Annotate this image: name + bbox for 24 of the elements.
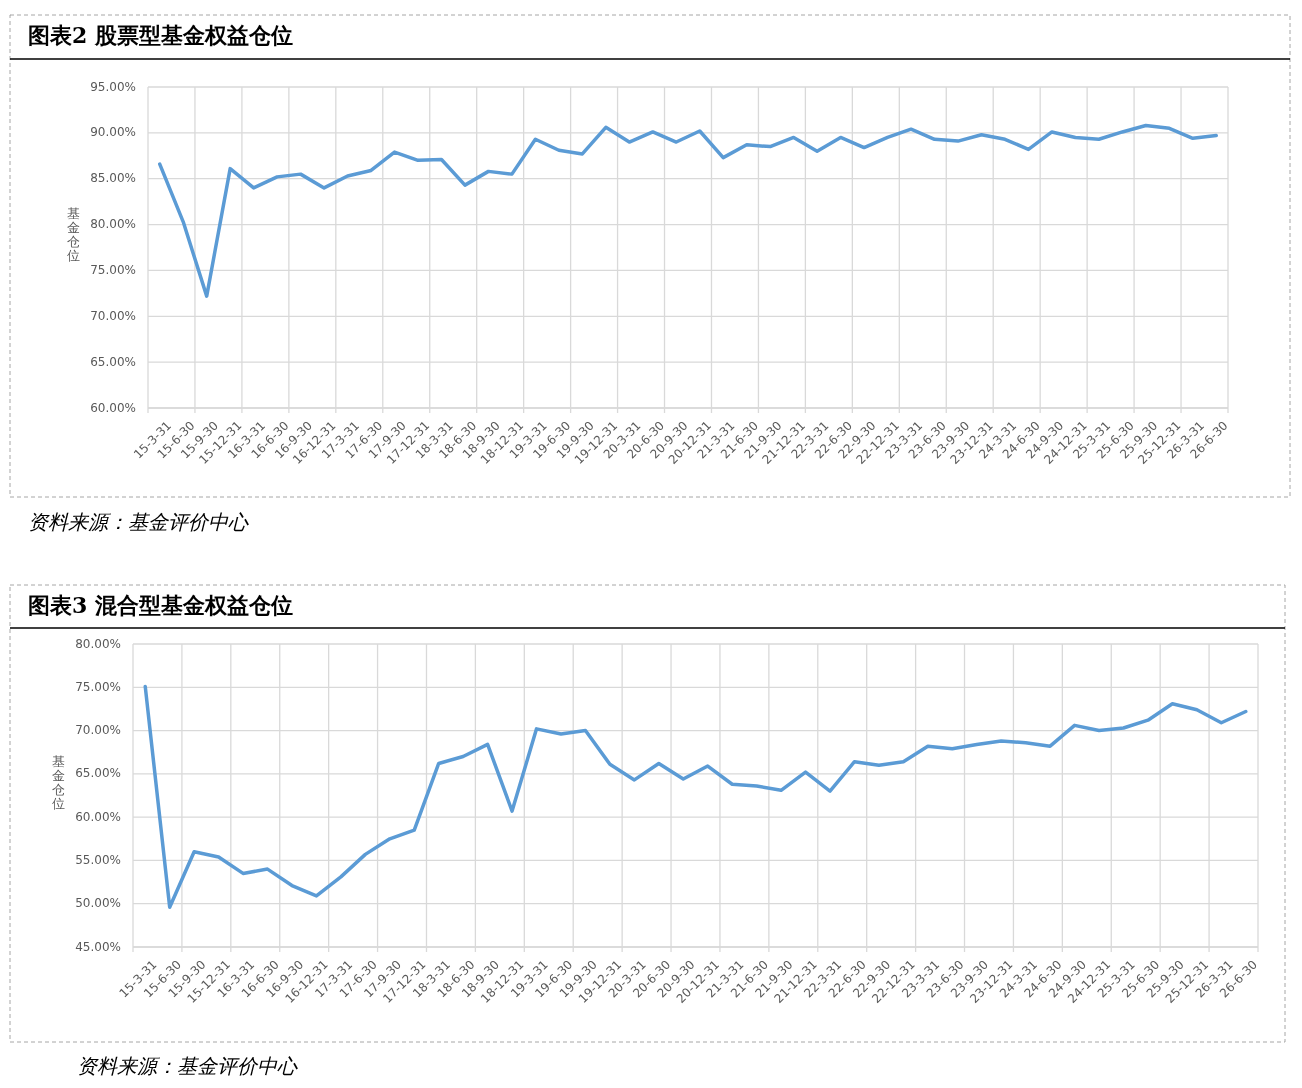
y-axis-title: 基金仓位 [51,753,65,811]
y-tick-label: 45.00% [75,939,121,954]
text: 资料来源：基金评价中心 [77,1053,298,1078]
chart-title: 图表3 混合型基金权益仓位 [28,592,293,618]
line-series [157,123,1219,298]
y-tick-label: 90.00% [90,125,136,140]
line-series [143,684,1248,909]
y-tick-label: 50.00% [75,896,121,911]
y-tick-label: 70.00% [75,723,121,738]
y-axis-title: 基金仓位 [66,205,80,263]
y-tick-label: 80.00% [75,636,121,651]
chart-title: 图表2 股票型基金权益仓位 [28,22,293,48]
y-tick-label: 60.00% [90,400,136,415]
y-tick-label: 60.00% [75,809,121,824]
y-tick-label: 55.00% [75,852,121,867]
y-tick-label: 95.00% [90,79,136,94]
y-tick-label: 80.00% [90,217,136,232]
y-tick-label: 75.00% [75,679,121,694]
y-tick-label: 85.00% [90,171,136,186]
y-tick-label: 65.00% [75,766,121,781]
y-tick-label: 65.00% [90,354,136,369]
text: 资料来源：基金评价中心 [28,509,249,534]
y-tick-label: 70.00% [90,308,136,323]
y-tick-label: 75.00% [90,262,136,277]
